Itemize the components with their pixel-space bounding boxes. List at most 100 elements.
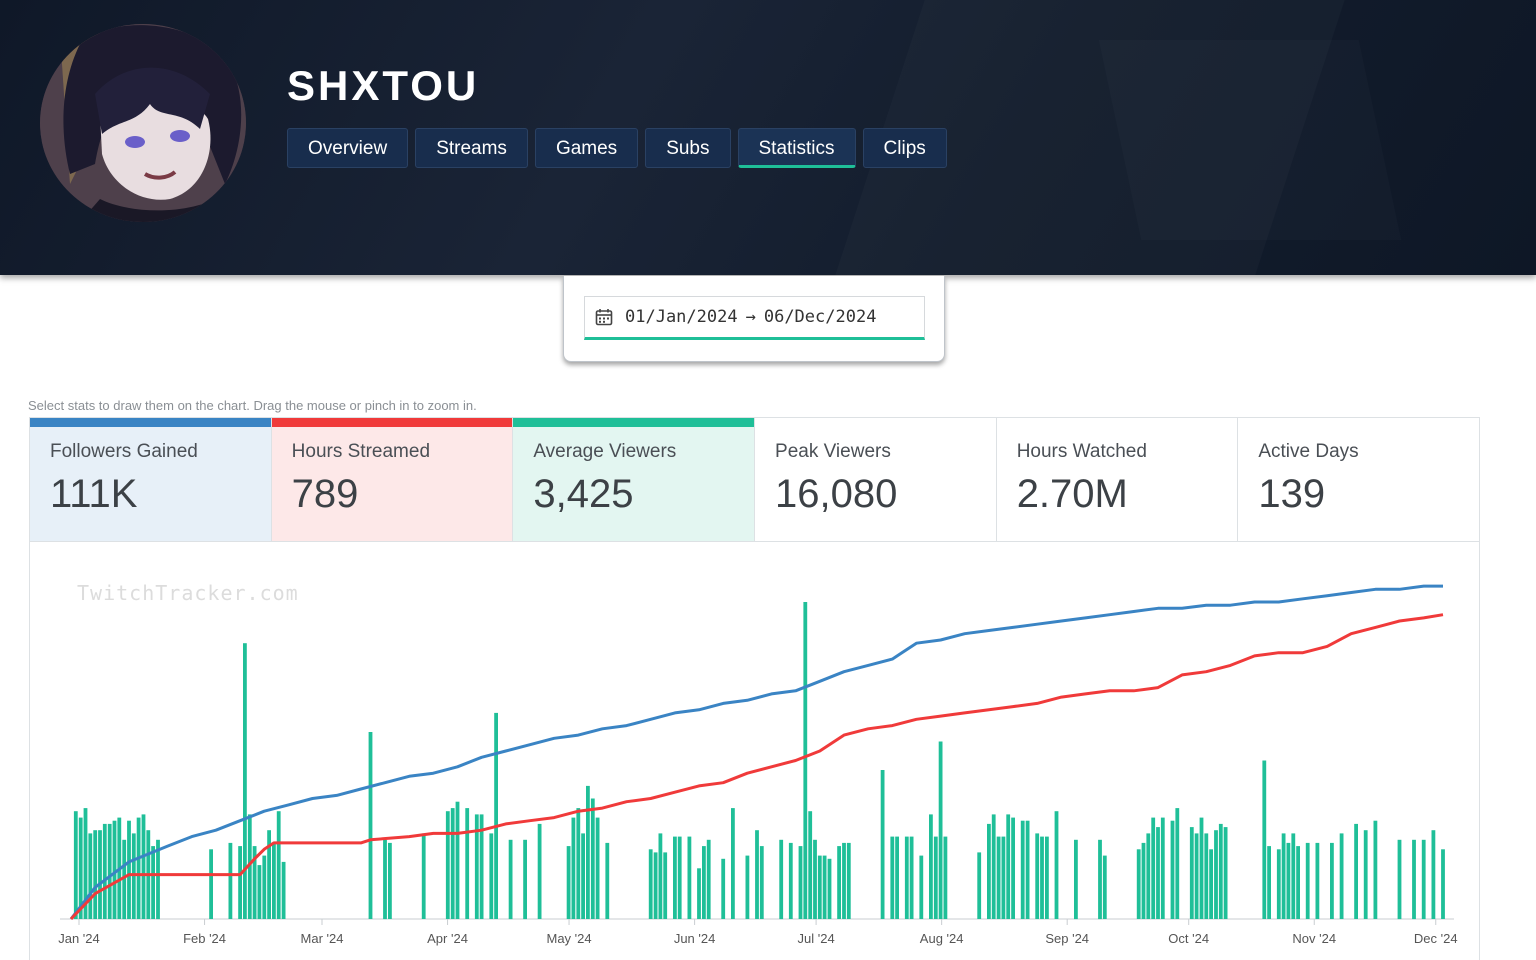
chart-bar — [808, 811, 813, 919]
stat-active-days[interactable]: Active Days 139 — [1238, 418, 1479, 541]
chart-bar — [262, 855, 267, 919]
date-start: 01/Jan/2024 — [625, 307, 738, 327]
chart-bar — [677, 836, 682, 919]
chart-bar — [1054, 811, 1059, 919]
channel-name: SHXTOU — [287, 62, 480, 109]
chart-bar — [987, 823, 991, 919]
stat-label: Hours Streamed — [291, 441, 431, 462]
x-tick-label: Dec '24 — [1414, 931, 1458, 946]
chart-bar — [595, 817, 600, 919]
tab-statistics[interactable]: Statistics — [737, 128, 856, 168]
chart-bar — [131, 833, 136, 919]
chart-bar — [421, 833, 426, 919]
x-tick-label: Sep '24 — [1045, 931, 1089, 946]
chart-bar — [880, 770, 885, 919]
stat-average-viewers[interactable]: Average Viewers 3,425 — [513, 418, 756, 541]
tab-subs[interactable]: Subs — [645, 128, 731, 168]
chart-bar — [904, 836, 909, 919]
chart-bar — [1373, 820, 1378, 919]
stat-cards: Followers Gained 111K Hours Streamed 789… — [29, 417, 1480, 542]
chart-bar — [1204, 833, 1209, 919]
chart-bar — [1102, 855, 1107, 919]
stat-hours-watched[interactable]: Hours Watched 2.70M — [997, 418, 1239, 541]
avatar[interactable] — [40, 24, 246, 222]
stat-label: Followers Gained — [50, 441, 198, 462]
chart-bar — [827, 858, 832, 919]
chart-bar — [697, 868, 701, 919]
chart-bar — [788, 842, 793, 919]
chart-bar — [238, 846, 242, 919]
chart-bar — [1146, 833, 1151, 919]
chart-bar — [107, 823, 112, 919]
chart-line-followers-gained — [69, 584, 1443, 920]
chart-bar — [576, 808, 581, 919]
tab-overview[interactable]: Overview — [287, 128, 409, 168]
stat-value: 3,425 — [533, 472, 634, 516]
chart-bar — [272, 842, 276, 919]
chart-bar — [1020, 820, 1025, 919]
stats-chart-area[interactable]: TwitchTracker.com Jan '24 Feb '24 Mar '24 Ap… — [29, 542, 1480, 960]
chart-bar — [1098, 839, 1102, 920]
chart-bar — [1363, 830, 1368, 919]
tab-streams[interactable]: Streams — [415, 128, 528, 168]
chart-bar — [1151, 817, 1156, 919]
chart-bar — [243, 643, 247, 919]
chart-bar — [83, 808, 88, 919]
chart-bar — [1276, 849, 1281, 919]
chart-bar — [846, 842, 851, 919]
chart-bar — [112, 820, 117, 919]
stats-chart[interactable]: TwitchTracker.com Jan '24 Feb '24 Mar '24 Ap… — [30, 542, 1479, 960]
tab-clips[interactable]: Clips — [862, 128, 947, 168]
chart-bar — [445, 811, 450, 919]
stat-followers-gained[interactable]: Followers Gained 111K — [30, 418, 272, 541]
chart-bar — [247, 814, 252, 919]
chart-bar — [228, 842, 233, 919]
chart-bar — [494, 712, 498, 919]
tab-games[interactable]: Games — [534, 128, 639, 168]
date-end: 06/Dec/2024 — [763, 307, 877, 327]
chart-bar — [479, 814, 484, 919]
chart-bar — [1194, 833, 1199, 919]
chart-bar — [136, 817, 141, 919]
stat-label: Hours Watched — [1016, 441, 1147, 462]
chart-bar — [673, 836, 677, 919]
chart-bar — [1141, 842, 1146, 919]
arrow-right-icon: → — [745, 307, 756, 327]
chart-bar — [721, 858, 726, 919]
chart-bar — [977, 852, 982, 919]
chart-bar — [1339, 833, 1344, 919]
chart-bar — [687, 836, 692, 919]
chart-bar — [122, 839, 127, 920]
stat-value: 2.70M — [1016, 472, 1128, 516]
avatar-image — [40, 24, 246, 222]
chart-bar — [1170, 820, 1175, 919]
chart-bar — [141, 814, 146, 919]
stat-peak-viewers[interactable]: Peak Viewers 16,080 — [755, 418, 997, 541]
x-tick-label: Jan '24 — [58, 931, 100, 946]
chart-bar — [581, 833, 585, 919]
chart-bar — [383, 839, 387, 920]
chart-bar — [1156, 827, 1160, 919]
chart-bar — [1006, 814, 1011, 919]
chart-bar — [996, 836, 1001, 919]
chart-bar — [895, 836, 899, 919]
chart-bar — [1330, 842, 1334, 919]
date-range-picker[interactable]: 01/Jan/2024 → 06/Dec/2024 — [584, 296, 925, 340]
chart-bar — [1421, 839, 1426, 920]
chart-bar — [257, 865, 262, 919]
chart-bar — [151, 846, 155, 919]
chart-bar — [1397, 839, 1402, 920]
x-tick-label: Feb '24 — [183, 931, 226, 946]
chart-bar — [648, 849, 653, 919]
channel-tabs: Overview Streams Games Subs Statistics C… — [287, 128, 947, 168]
chart-bar — [1074, 839, 1078, 920]
stat-hours-streamed[interactable]: Hours Streamed 789 — [271, 418, 514, 541]
chart-bar — [586, 785, 590, 919]
chart-bar — [523, 839, 527, 920]
chart-bar — [1045, 836, 1049, 919]
chart-bar — [127, 820, 131, 919]
chart-bar — [702, 846, 706, 919]
chart-bar — [78, 817, 83, 919]
chart-bar — [455, 801, 460, 919]
chart-bar — [590, 798, 595, 919]
